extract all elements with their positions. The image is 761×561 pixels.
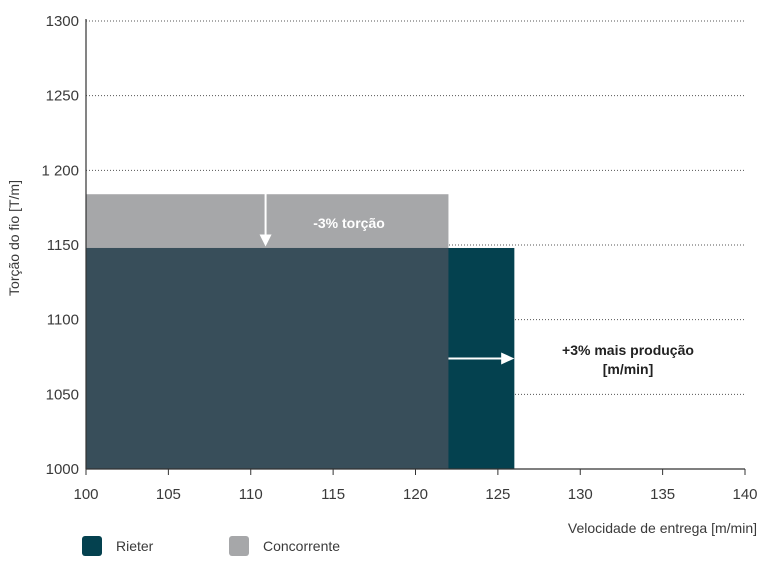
production-annotation-line1: +3% mais produção <box>562 342 694 358</box>
torsion-arrow-head <box>259 234 272 247</box>
y-tick-label-1300: 1300 <box>46 13 79 30</box>
y-tick-label-1050: 1050 <box>46 386 79 403</box>
x-tick-label-130: 130 <box>568 486 593 503</box>
x-tick-label-120: 120 <box>403 486 428 503</box>
production-annotation-line2: [m/min] <box>603 361 654 377</box>
legend-item-concorrente: Concorrente <box>229 536 340 556</box>
x-tick-label-115: 115 <box>321 486 345 503</box>
production-arrow-head <box>501 352 515 365</box>
gridlines <box>86 20 745 395</box>
legend-item-rieter: Rieter <box>82 536 153 556</box>
legend-label-rieter: Rieter <box>116 538 154 554</box>
x-axis-title: Velocidade de entrega [m/min] <box>568 520 757 536</box>
legend-swatch-concorrente <box>229 536 249 556</box>
y-tick-label-1100: 1100 <box>47 312 79 329</box>
annotations <box>259 191 515 365</box>
area-overlap <box>86 247 449 469</box>
y-tick-labels: 1000 1050 1100 1150 1 200 1250 1300 <box>41 13 79 478</box>
data-areas <box>86 194 515 469</box>
x-tick-label-100: 100 <box>73 486 98 503</box>
y-tick-label-1150: 1150 <box>47 237 79 254</box>
x-tick-label-140: 140 <box>732 486 757 503</box>
y-tick-label-1200: 1 200 <box>41 162 79 179</box>
y-tick-label-1000: 1000 <box>46 461 79 478</box>
x-tick-label-125: 125 <box>485 486 510 503</box>
x-tick-label-110: 110 <box>239 486 263 503</box>
legend-label-concorrente: Concorrente <box>263 538 341 554</box>
x-tick-label-105: 105 <box>156 486 181 503</box>
y-axis-title: Torção do fio [T/m] <box>6 180 22 296</box>
y-tick-label-1250: 1250 <box>46 88 79 105</box>
torsion-annotation: -3% torção <box>313 215 385 231</box>
legend-swatch-rieter <box>82 536 102 556</box>
x-tick-labels: 100 105 110 115 120 125 130 135 140 <box>73 469 758 503</box>
x-tick-label-135: 135 <box>650 486 675 503</box>
